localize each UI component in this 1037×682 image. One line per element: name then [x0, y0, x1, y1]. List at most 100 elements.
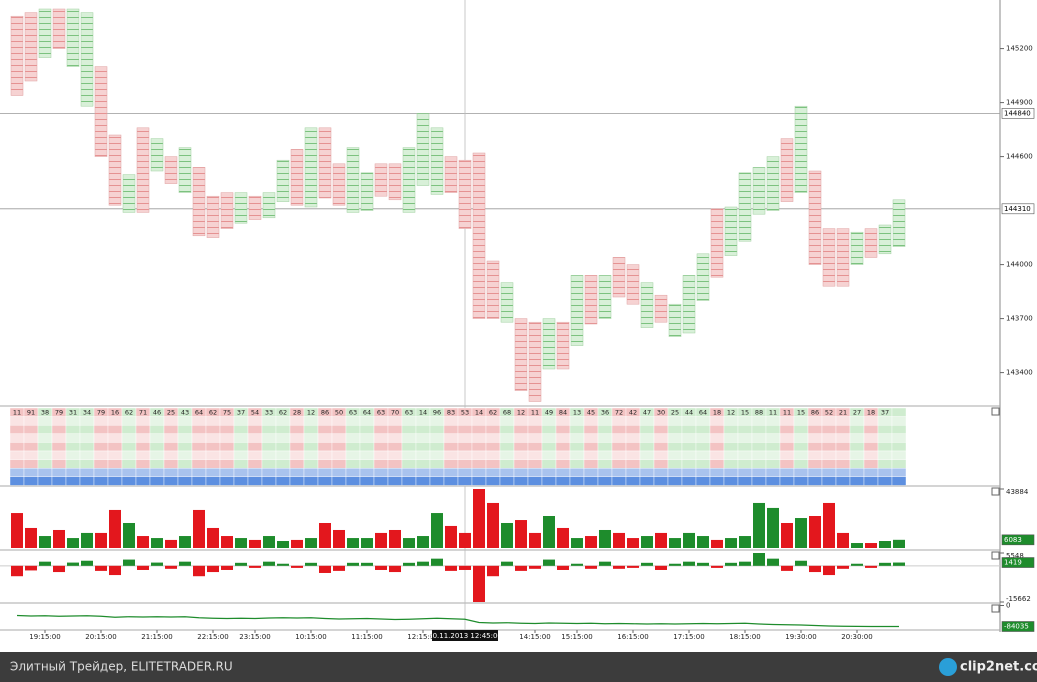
- table-cell: [65, 425, 81, 435]
- table-cell: [821, 450, 837, 460]
- table-cell: [51, 425, 67, 435]
- table-cell-text: 44: [685, 408, 693, 416]
- table-cell: [457, 476, 473, 486]
- footprint-bar: [318, 127, 332, 199]
- table-cell: [653, 442, 669, 452]
- table-cell: [37, 425, 53, 435]
- bar: [403, 562, 415, 566]
- table-cell: [793, 476, 809, 486]
- table-cell: [751, 442, 767, 452]
- table-cell: [163, 425, 179, 435]
- bar: [753, 502, 765, 548]
- footprint-bar: [10, 15, 24, 96]
- table-cell: [149, 459, 165, 469]
- table-cell: [303, 425, 319, 435]
- table-cell: [667, 450, 683, 460]
- table-cell: [597, 476, 613, 486]
- table-cell: [219, 450, 235, 460]
- table-cell: [135, 476, 151, 486]
- bar: [389, 565, 401, 573]
- table-cell: [23, 416, 39, 426]
- table-cell: [695, 425, 711, 435]
- table-cell: [233, 442, 249, 452]
- table-cell: [401, 416, 417, 426]
- table-cell: [121, 459, 137, 469]
- table-cell: [877, 442, 893, 452]
- y-tick-label: 143400: [1006, 369, 1033, 377]
- table-cell: [387, 433, 403, 443]
- table-cell: [387, 442, 403, 452]
- table-cell: [877, 450, 893, 460]
- table-cell-text: 34: [83, 408, 91, 416]
- table-cell: [9, 468, 25, 478]
- table-cell: [807, 468, 823, 478]
- table-cell: [849, 416, 865, 426]
- table-cell: [79, 450, 95, 460]
- table-cell: [863, 442, 879, 452]
- table-cell: [793, 459, 809, 469]
- bar: [53, 529, 65, 548]
- bar: [305, 538, 317, 548]
- table-cell: [541, 442, 557, 452]
- table-cell: [793, 433, 809, 443]
- table-cell: [275, 450, 291, 460]
- bar: [767, 558, 779, 566]
- table-cell: [275, 442, 291, 452]
- close-button[interactable]: [991, 487, 1000, 496]
- table-cell: [149, 442, 165, 452]
- table-cell: [429, 468, 445, 478]
- table-cell-text: 86: [811, 408, 819, 416]
- table-cell-text: 68: [503, 408, 511, 416]
- bar: [431, 513, 443, 548]
- table-cell: [51, 476, 67, 486]
- table-cell: [695, 476, 711, 486]
- footprint-bar: [738, 172, 752, 242]
- footer-logo[interactable]: clip2net.com: [960, 660, 1037, 675]
- close-button[interactable]: [991, 604, 1000, 613]
- footprint-bar: [808, 170, 822, 265]
- table-cell-text: 86: [321, 408, 329, 416]
- table-cell: [79, 416, 95, 426]
- x-tick-label: 21:15:00: [141, 633, 172, 641]
- table-cell: [135, 468, 151, 478]
- bar: [501, 561, 513, 566]
- table-cell: [219, 442, 235, 452]
- table-cell: [65, 468, 81, 478]
- table-cell-text: 91: [27, 408, 35, 416]
- table-cell: [779, 433, 795, 443]
- table-cell: [513, 425, 529, 435]
- table-cell: [9, 476, 25, 486]
- close-button[interactable]: [991, 551, 1000, 560]
- table-cell: [611, 416, 627, 426]
- table-cell: [863, 476, 879, 486]
- table-cell: [793, 468, 809, 478]
- table-cell: [681, 450, 697, 460]
- x-tick-label: 19:30:00: [785, 633, 816, 641]
- table-cell: [149, 433, 165, 443]
- table-cell: [779, 476, 795, 486]
- x-tick-label: 10:15:00: [295, 633, 326, 641]
- table-cell: [233, 416, 249, 426]
- footprint-bar: [192, 167, 206, 237]
- table-cell: [429, 442, 445, 452]
- bar: [165, 539, 177, 548]
- table-cell: [121, 425, 137, 435]
- bar: [221, 536, 233, 548]
- footprint-bar: [598, 275, 612, 319]
- table-cell: [303, 442, 319, 452]
- table-cell: [527, 425, 543, 435]
- bar: [459, 565, 471, 570]
- table-cell: [625, 433, 641, 443]
- table-cell: [569, 425, 585, 435]
- close-button[interactable]: [991, 407, 1000, 416]
- table-cell: [23, 433, 39, 443]
- table-cell: [359, 468, 375, 478]
- bar: [361, 538, 373, 548]
- bar: [95, 565, 107, 571]
- table-cell: [429, 433, 445, 443]
- bar: [403, 538, 415, 548]
- table-cell: [177, 468, 193, 478]
- table-cell: [541, 476, 557, 486]
- panel-buttons[interactable]: [991, 407, 1000, 613]
- table-cell: [443, 459, 459, 469]
